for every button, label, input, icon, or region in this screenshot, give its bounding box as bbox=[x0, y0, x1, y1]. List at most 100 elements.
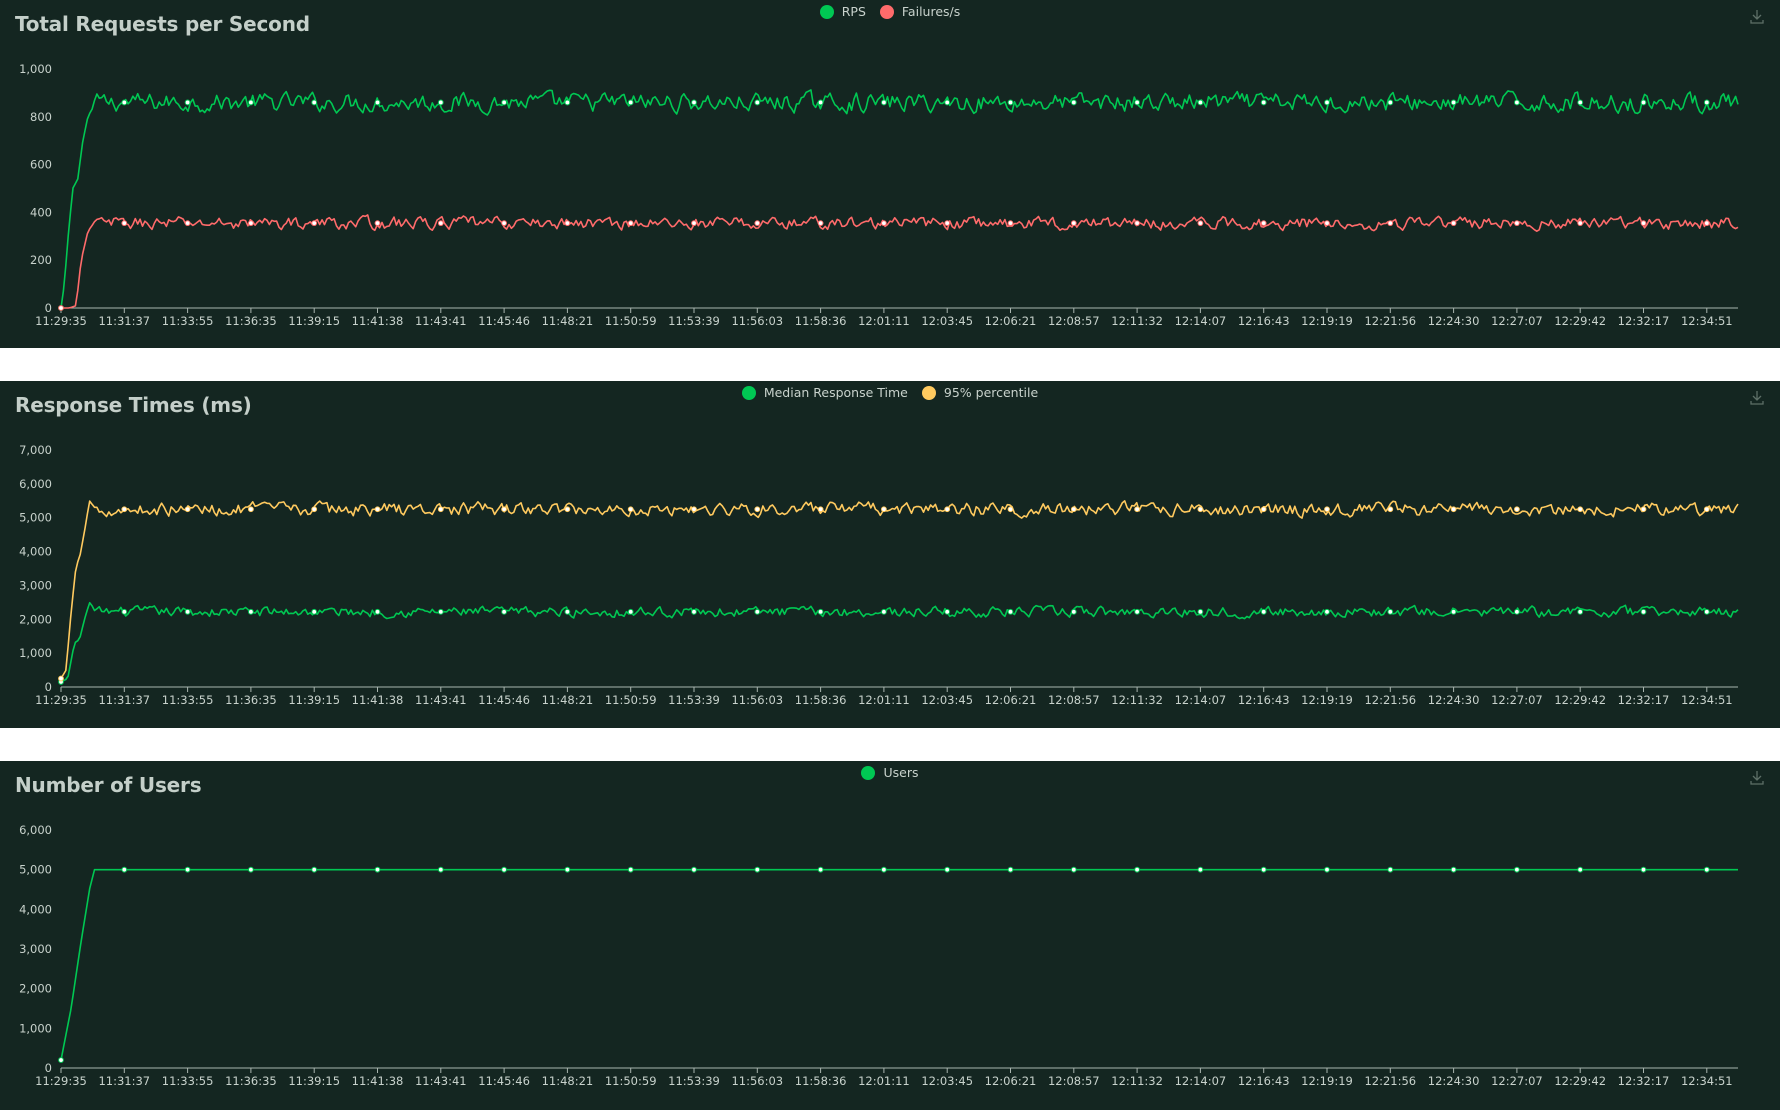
chart-title: Response Times (ms) bbox=[15, 393, 252, 417]
legend-item-users[interactable]: Users bbox=[861, 765, 919, 780]
legend-item-failures[interactable]: Failures/s bbox=[879, 4, 961, 19]
download-icon[interactable] bbox=[1748, 389, 1766, 407]
series-point bbox=[1260, 99, 1267, 106]
x-tick-label: 11:41:38 bbox=[352, 693, 404, 707]
x-tick-label: 12:11:32 bbox=[1111, 693, 1163, 707]
chart-title: Total Requests per Second bbox=[15, 12, 310, 36]
series-line bbox=[60, 868, 1738, 1061]
chart-title: Number of Users bbox=[15, 773, 202, 797]
series-point bbox=[184, 99, 191, 106]
series-point bbox=[1070, 608, 1077, 615]
series-point bbox=[1324, 99, 1330, 106]
series-point bbox=[1260, 866, 1267, 873]
series-point bbox=[627, 866, 634, 873]
y-tick-label: 1,000 bbox=[19, 62, 52, 76]
series-point bbox=[1387, 608, 1394, 615]
series-point bbox=[1007, 506, 1014, 513]
x-tick-label: 11:48:21 bbox=[542, 693, 594, 707]
x-tick-label: 12:32:17 bbox=[1618, 693, 1670, 707]
x-tick-label: 11:41:38 bbox=[352, 1074, 404, 1088]
download-icon[interactable] bbox=[1748, 8, 1766, 26]
series-point bbox=[1640, 220, 1647, 227]
x-tick-label: 12:19:19 bbox=[1301, 314, 1353, 328]
y-tick-label: 200 bbox=[30, 253, 52, 267]
y-tick-label: 5,000 bbox=[19, 863, 52, 877]
series-point bbox=[121, 220, 128, 227]
series-point bbox=[248, 866, 254, 873]
series-point bbox=[944, 506, 951, 513]
legend-label: 95% percentile bbox=[943, 385, 1039, 400]
series-point bbox=[1703, 608, 1710, 615]
series-point bbox=[754, 99, 761, 106]
chart-legend: Median Response Time 95% percentile bbox=[0, 385, 1780, 400]
x-tick-label: 12:24:30 bbox=[1428, 1074, 1480, 1088]
legend-item-p95[interactable]: 95% percentile bbox=[921, 385, 1039, 400]
chart-legend: Users bbox=[0, 765, 1780, 780]
x-tick-label: 11:50:59 bbox=[605, 693, 657, 707]
x-tick-label: 12:27:07 bbox=[1491, 314, 1543, 328]
x-tick-label: 11:39:15 bbox=[288, 314, 340, 328]
series-point bbox=[1450, 608, 1457, 615]
series-point bbox=[944, 220, 951, 227]
series-point bbox=[564, 99, 571, 106]
series-line bbox=[60, 89, 1739, 309]
x-tick-label: 11:36:35 bbox=[225, 693, 277, 707]
series-point bbox=[754, 608, 761, 615]
y-tick-label: 2,000 bbox=[19, 612, 52, 626]
series-point bbox=[1324, 866, 1330, 873]
series-point bbox=[1197, 99, 1204, 106]
series-point bbox=[374, 608, 381, 615]
series-point bbox=[311, 220, 318, 227]
series-point bbox=[1514, 608, 1520, 615]
series-point bbox=[58, 305, 64, 311]
x-tick-label: 11:56:03 bbox=[731, 1074, 783, 1088]
x-tick-label: 11:48:21 bbox=[542, 314, 594, 328]
series-point bbox=[881, 220, 887, 227]
series-point bbox=[1450, 220, 1457, 227]
legend-item-median[interactable]: Median Response Time bbox=[741, 385, 908, 400]
x-tick-label: 12:14:07 bbox=[1175, 1074, 1227, 1088]
series-point bbox=[501, 99, 508, 106]
series-point bbox=[881, 99, 887, 106]
x-tick-label: 12:19:19 bbox=[1301, 1074, 1353, 1088]
series-point bbox=[564, 220, 571, 227]
x-tick-label: 11:50:59 bbox=[605, 1074, 657, 1088]
x-tick-label: 11:39:15 bbox=[288, 1074, 340, 1088]
legend-item-rps[interactable]: RPS bbox=[819, 4, 866, 19]
series-point bbox=[1260, 220, 1267, 227]
legend-marker bbox=[861, 765, 876, 780]
download-icon[interactable] bbox=[1748, 769, 1766, 787]
series-point bbox=[1134, 506, 1140, 513]
series-point bbox=[1450, 99, 1457, 106]
series-point bbox=[1577, 220, 1584, 227]
series-point bbox=[1577, 866, 1584, 873]
series-point bbox=[691, 866, 697, 873]
series-point bbox=[1514, 506, 1520, 513]
series-point bbox=[437, 99, 444, 106]
series-point bbox=[564, 506, 571, 513]
series-point bbox=[627, 506, 634, 513]
response-times-chart-panel: Response Times (ms) Median Response Time… bbox=[0, 381, 1780, 728]
series-point bbox=[1703, 866, 1710, 873]
legend-label: Failures/s bbox=[901, 4, 961, 19]
series-point bbox=[627, 608, 634, 615]
x-tick-label: 12:06:21 bbox=[985, 314, 1037, 328]
series-point bbox=[1640, 866, 1647, 873]
x-tick-label: 11:33:55 bbox=[162, 1074, 214, 1088]
x-tick-label: 11:31:37 bbox=[98, 1074, 150, 1088]
x-tick-label: 12:21:56 bbox=[1364, 693, 1416, 707]
series-point bbox=[1387, 506, 1394, 513]
series-point bbox=[817, 506, 824, 513]
series-point bbox=[437, 220, 444, 227]
x-tick-label: 12:14:07 bbox=[1175, 314, 1227, 328]
series-point bbox=[437, 506, 444, 513]
series-point bbox=[1640, 608, 1647, 615]
series-point bbox=[248, 99, 254, 106]
series-point bbox=[691, 608, 697, 615]
series-point bbox=[1577, 608, 1584, 615]
series-point bbox=[1134, 866, 1140, 873]
rps-chart-panel: Total Requests per Second RPS Failures/s… bbox=[0, 0, 1780, 348]
x-tick-label: 11:33:55 bbox=[162, 314, 214, 328]
series-point bbox=[1703, 220, 1710, 227]
series-point bbox=[1070, 506, 1077, 513]
